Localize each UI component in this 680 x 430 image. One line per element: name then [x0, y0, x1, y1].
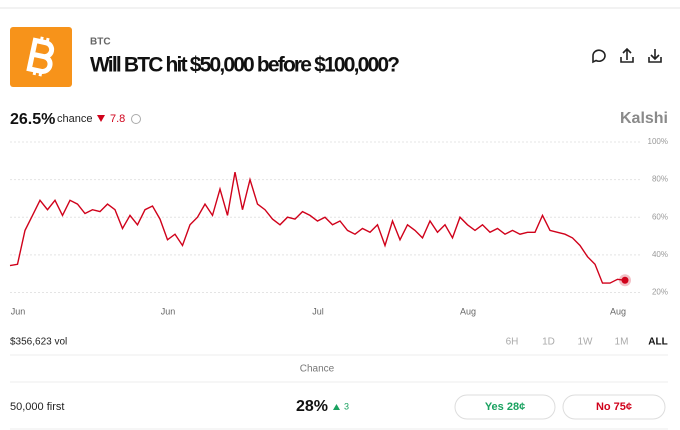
info-icon[interactable]: [131, 114, 141, 124]
y-tick-label: 20%: [652, 288, 668, 297]
comment-icon[interactable]: [592, 49, 606, 64]
market-title: Will BTC hit $50,000 before $100,000?: [90, 54, 400, 77]
category: BTC: [90, 37, 111, 48]
chart: 100% 80% 60% 40% 20% Jun Jun Jul Aug Aug: [9, 137, 668, 316]
x-tick-label: Aug: [460, 306, 476, 316]
y-tick-label: 80%: [652, 175, 668, 184]
download-icon[interactable]: [648, 49, 662, 63]
range-button[interactable]: 6H: [506, 337, 519, 348]
yes-button[interactable]: [454, 394, 556, 420]
end-dot: [621, 276, 629, 284]
y-tick-label: 60%: [652, 212, 668, 221]
range-buttons: 6H 1D 1W 1M ALL: [506, 337, 668, 348]
volume: $356,623 vol: [10, 337, 67, 348]
x-tick-label: Aug: [610, 306, 626, 316]
x-tick-label: Jun: [161, 306, 176, 316]
chance-change: 7.8: [110, 113, 125, 125]
share-icon[interactable]: [620, 47, 634, 63]
chance-value: 26.5%: [10, 111, 55, 128]
column-header: Chance: [300, 364, 335, 375]
no-button[interactable]: [562, 394, 666, 420]
row-change: 3: [344, 401, 349, 411]
price-line: [9, 171, 626, 284]
market-rows: 50,000 first 28% 3 Yes 28¢ No 75¢: [10, 394, 668, 430]
no-label[interactable]: No 75¢: [596, 401, 632, 413]
btc-glyph: [26, 36, 55, 77]
range-button[interactable]: 1W: [578, 337, 594, 348]
up-arrow: [333, 404, 340, 410]
chance-label: chance: [57, 113, 92, 125]
down-arrow: [97, 115, 105, 122]
x-tick-label: Jun: [11, 306, 26, 316]
range-button[interactable]: 1M: [615, 337, 629, 348]
row-label: 50,000 first: [10, 401, 64, 413]
actions: [592, 47, 662, 64]
y-tick-label: 40%: [652, 250, 668, 259]
brand: Kalshi: [620, 110, 668, 127]
row-chance: 28%: [296, 398, 328, 415]
yes-label[interactable]: Yes 28¢: [485, 401, 525, 413]
range-button[interactable]: 1D: [542, 337, 555, 348]
range-button[interactable]: ALL: [648, 337, 667, 348]
x-tick-label: Jul: [312, 306, 324, 316]
y-tick-label: 100%: [648, 137, 668, 146]
